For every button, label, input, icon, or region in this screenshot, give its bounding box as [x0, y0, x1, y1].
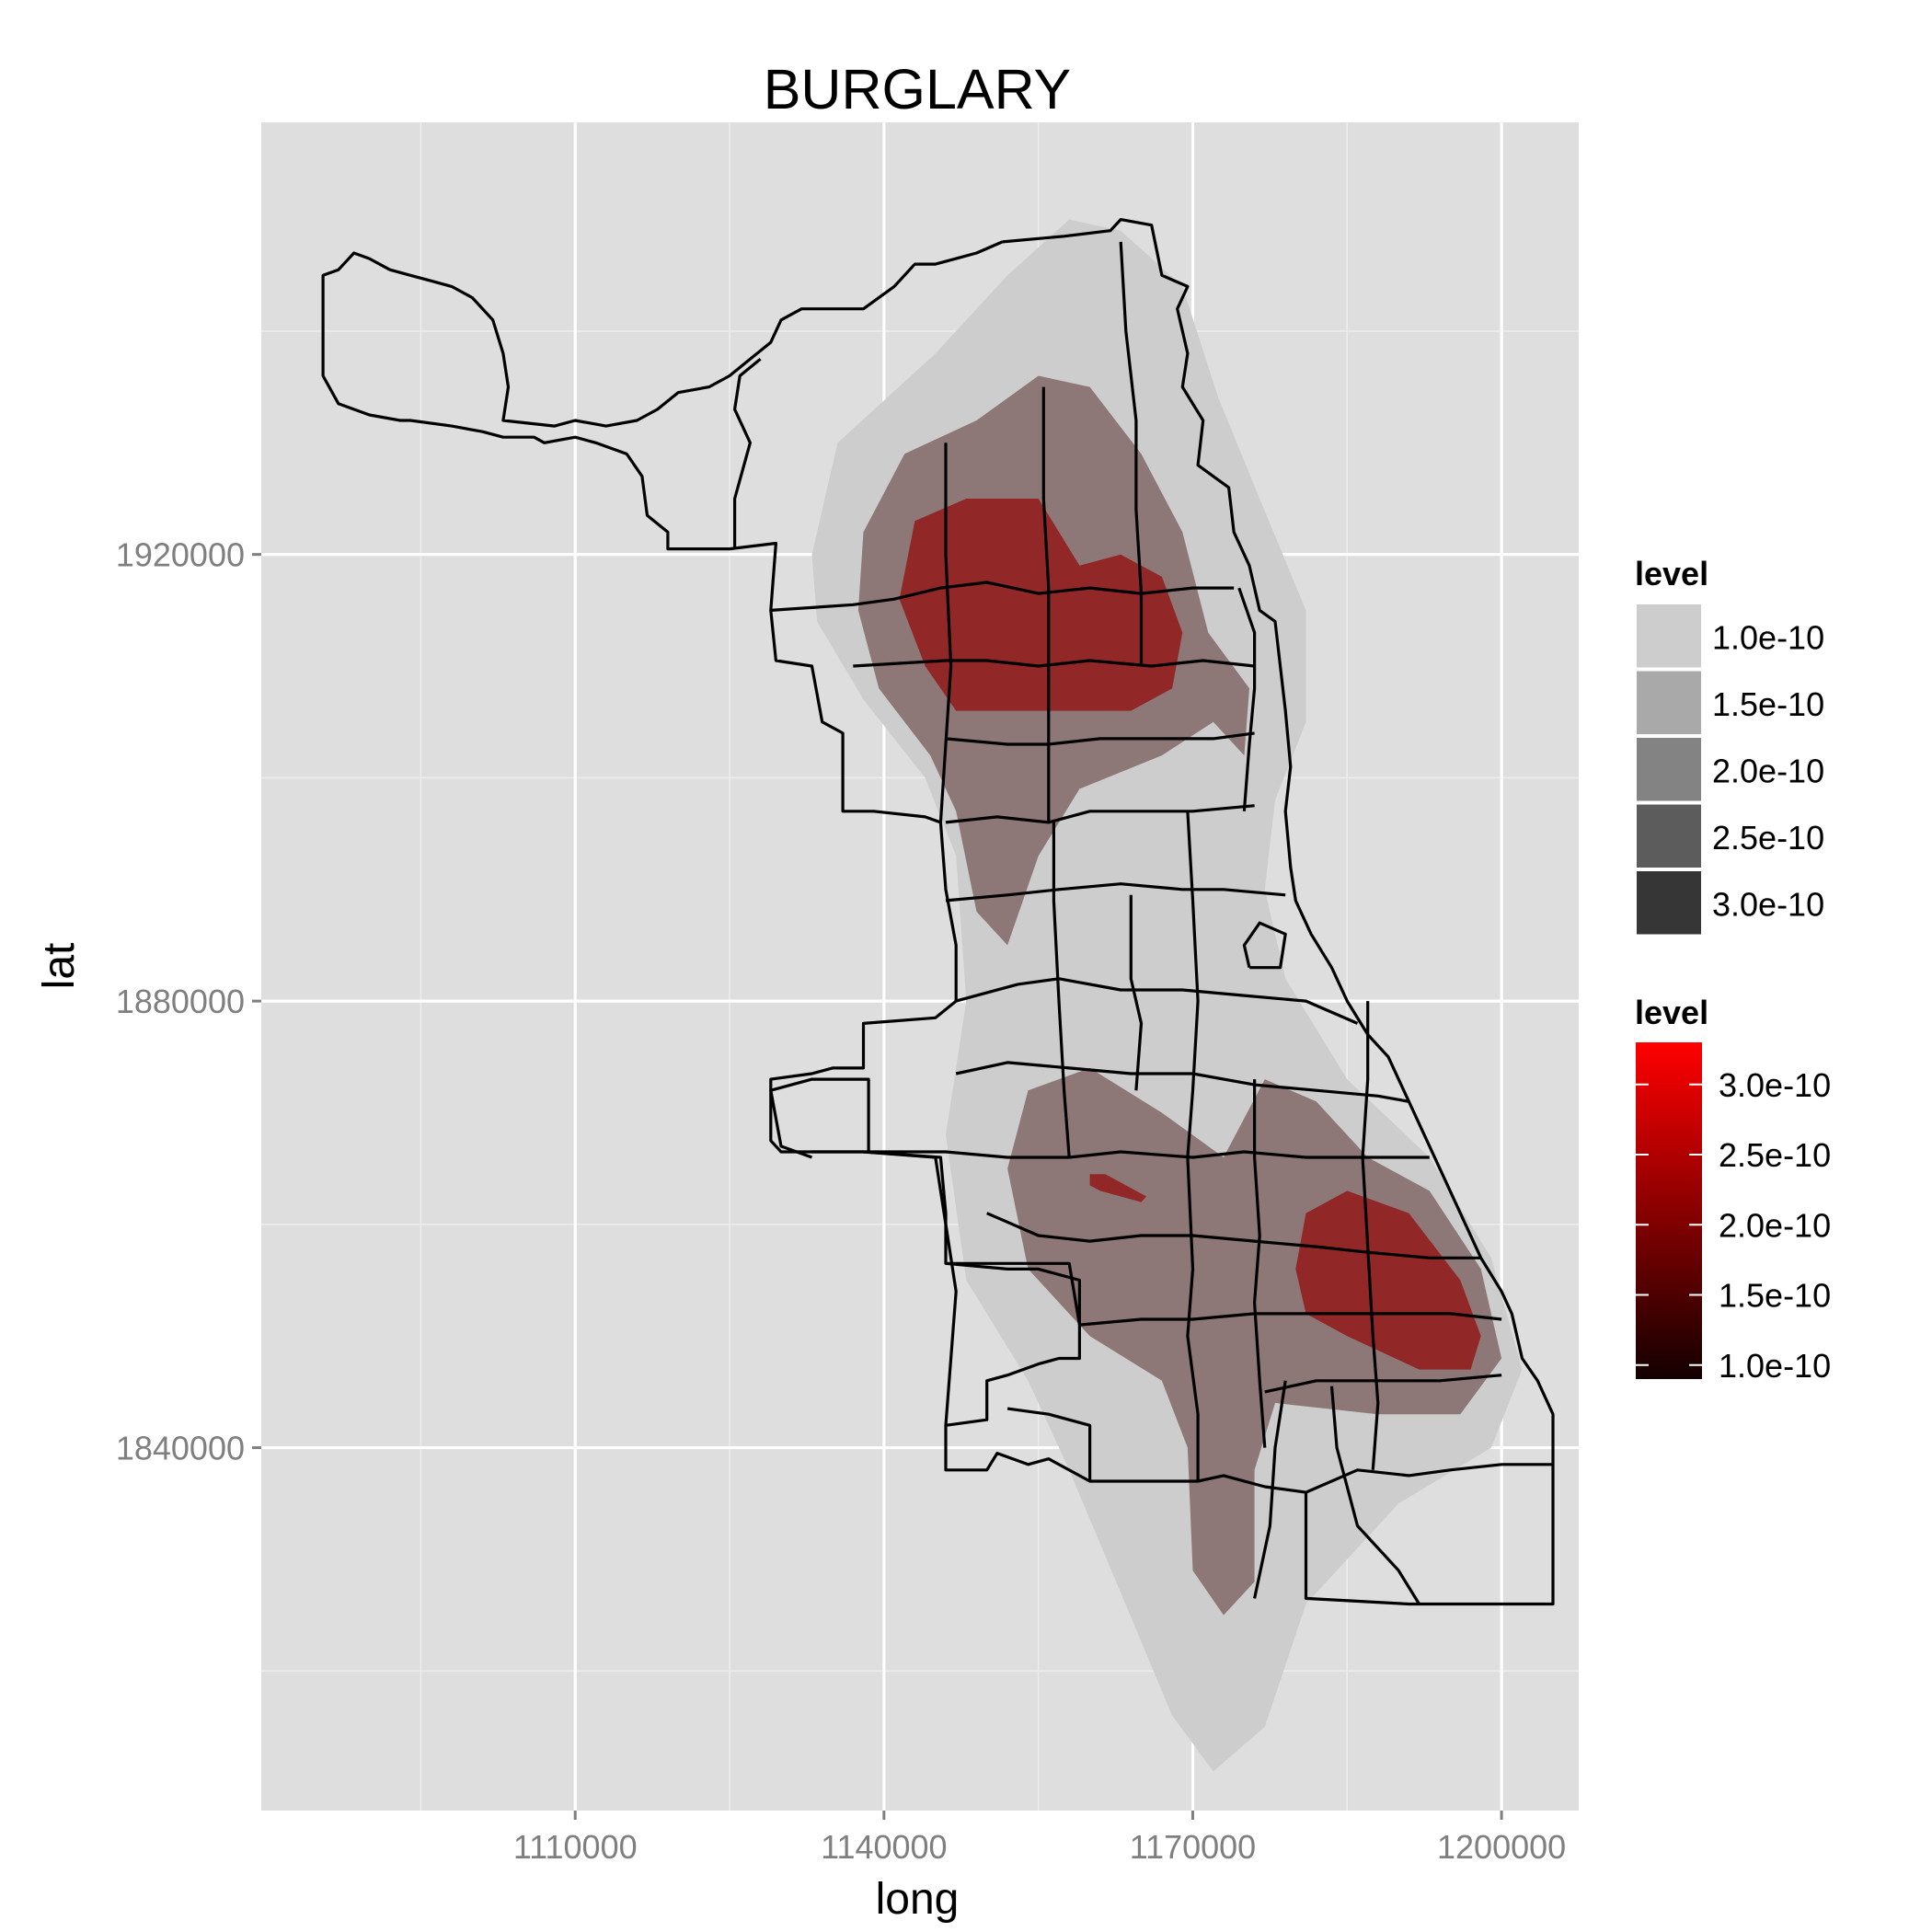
x-tick-label: 1170000	[1130, 1828, 1256, 1866]
y-axis: 1840000 1880000 1920000	[116, 536, 261, 1467]
district-boundary	[1264, 1374, 1502, 1394]
alpha-legend-key	[1635, 603, 1703, 670]
alpha-legend-keys: 1.0e-10 1.5e-10 2.0e-10 2.5e-10 3.0e-10	[1635, 603, 1824, 937]
district-boundary	[1305, 1463, 1553, 1494]
district-boundary	[863, 1150, 958, 1426]
district-boundary	[1119, 241, 1144, 666]
district-boundary	[1237, 587, 1257, 811]
y-tick-label: 1920000	[116, 536, 245, 574]
y-tick-label: 1840000	[116, 1430, 245, 1467]
district-boundary	[986, 1212, 1481, 1259]
alpha-legend-label: 2.5e-10	[1712, 819, 1824, 857]
district-boundary	[732, 358, 762, 549]
alpha-legend-key	[1635, 802, 1703, 869]
alpha-legend: level 1.0e-10 1.5e-10 2.0e-10 2.5e-10 3.0e-1…	[1635, 555, 1824, 937]
district-boundary	[1252, 1079, 1267, 1448]
district-boundary	[1079, 1312, 1502, 1327]
x-tick-label: 1110000	[513, 1828, 638, 1866]
district-boundary	[811, 1150, 1430, 1159]
district-boundary	[938, 443, 953, 823]
district-boundary	[955, 1061, 1409, 1103]
density-contours	[811, 219, 1523, 1772]
density-region	[899, 499, 1183, 711]
alpha-legend-label: 3.0e-10	[1712, 885, 1824, 923]
district-boundary	[945, 882, 1286, 903]
district-boundaries	[321, 218, 1555, 1606]
district-boundary	[1242, 921, 1287, 970]
district-boundary	[946, 1261, 1081, 1326]
alpha-legend-label: 1.0e-10	[1712, 618, 1824, 656]
chart-title: BURGLARY	[764, 58, 1072, 121]
district-boundary	[1006, 1407, 1092, 1481]
color-legend: level 1.0e-10 1.5e-10 2.0e-10 2.5e-10 3.0e-1…	[1635, 994, 1831, 1385]
density-region	[1089, 1174, 1147, 1202]
density-region	[1295, 1190, 1481, 1370]
district-boundary	[770, 581, 1235, 612]
district-boundary	[1129, 894, 1144, 1091]
color-legend-title: level	[1635, 994, 1708, 1031]
colorbar-tick-label: 1.5e-10	[1719, 1277, 1831, 1315]
district-boundary	[853, 659, 1255, 668]
colorbar-tick-label: 1.0e-10	[1719, 1347, 1831, 1385]
alpha-legend-key	[1635, 869, 1703, 937]
x-axis-title: long	[876, 1875, 960, 1924]
colorbar-tick-label: 2.5e-10	[1719, 1136, 1831, 1174]
y-tick-label: 1880000	[116, 983, 245, 1020]
district-boundary	[955, 977, 1359, 1025]
y-axis-title: lat	[35, 943, 84, 990]
alpha-legend-key	[1635, 736, 1703, 803]
district-boundary	[1361, 1001, 1380, 1470]
alpha-legend-label: 1.5e-10	[1712, 685, 1824, 723]
alpha-legend-label: 2.0e-10	[1712, 752, 1824, 789]
district-boundary	[1329, 1386, 1420, 1605]
colorbar	[1636, 1042, 1702, 1379]
alpha-legend-title: level	[1635, 555, 1708, 592]
district-boundary	[1052, 822, 1071, 1158]
alpha-legend-key	[1635, 669, 1703, 736]
colorbar-ticks: 1.0e-10 1.5e-10 2.0e-10 2.5e-10 3.0e-10	[1636, 1066, 1831, 1385]
colorbar-tick-label: 2.0e-10	[1719, 1206, 1831, 1244]
map-panel	[261, 122, 1579, 1811]
district-boundary	[1253, 1380, 1287, 1599]
district-boundary	[945, 731, 1255, 746]
district-boundary	[321, 218, 1555, 1606]
district-boundary	[945, 804, 1255, 824]
x-tick-label: 1140000	[821, 1828, 947, 1866]
district-boundary	[769, 1077, 870, 1159]
x-axis: 1110000 1140000 1170000 1200000	[513, 1811, 1566, 1866]
district-boundary	[1041, 386, 1051, 822]
colorbar-tick-label: 3.0e-10	[1719, 1066, 1831, 1104]
x-tick-label: 1200000	[1437, 1828, 1566, 1866]
